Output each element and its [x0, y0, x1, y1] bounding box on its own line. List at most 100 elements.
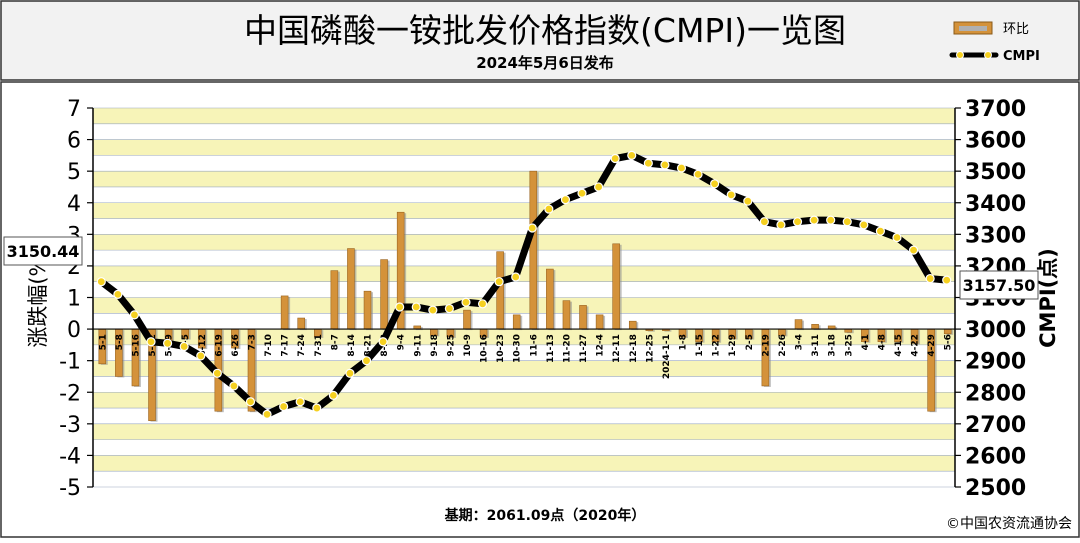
cmpi-point	[527, 223, 537, 233]
cmpi-point	[212, 368, 222, 378]
cmpi-point	[262, 409, 272, 419]
cmpi-point	[295, 397, 305, 407]
x-tick-label: 7-10	[264, 334, 274, 357]
x-tick-label: 11-6	[529, 334, 539, 357]
cmpi-point	[842, 217, 852, 227]
cmpi-point	[129, 310, 140, 320]
plot-bands	[93, 107, 955, 488]
cmpi-point	[395, 302, 405, 312]
plot-band	[93, 360, 955, 377]
x-tick-label: 6-26	[231, 334, 241, 357]
plot-band	[93, 455, 955, 472]
x-tick-label: 11-20	[562, 334, 572, 363]
legend: 环比 CMPI	[949, 21, 1040, 64]
plot-band	[93, 344, 955, 361]
cmpi-point	[162, 338, 173, 348]
x-tick-label: 9-25	[446, 334, 456, 357]
left-tick-label: -4	[59, 444, 81, 469]
right-tick-label: 3500	[965, 160, 1026, 185]
bar	[496, 251, 504, 330]
x-tick-label: 7-31	[314, 334, 324, 357]
cmpi-point	[942, 275, 952, 285]
cmpi-point	[925, 273, 935, 284]
start-value-text: 3150.44	[7, 242, 80, 261]
end-value-callout: 3157.50	[959, 270, 1039, 300]
cmpi-line	[97, 151, 951, 418]
x-tick-label: 4-22	[911, 334, 921, 357]
x-tick-label: 9-4	[397, 334, 407, 350]
x-tick-label: 12-18	[629, 334, 639, 363]
left-tick-label: -5	[59, 476, 81, 501]
x-tick-label: 3-11	[811, 334, 821, 357]
left-tick-label: 1	[67, 287, 81, 312]
bar	[297, 317, 305, 330]
cmpi-point	[776, 220, 786, 230]
x-tick-labels: 5-15-85-165-225-296-56-126-196-267-37-10…	[98, 334, 953, 379]
plot-band	[93, 186, 955, 203]
bar	[280, 295, 289, 330]
x-tick-label: 7-24	[297, 334, 307, 357]
x-tick-label: 11-13	[546, 334, 556, 363]
cmpi-point	[710, 179, 720, 189]
cmpi-point	[892, 232, 902, 243]
cmpi-point	[593, 182, 604, 192]
cmpi-point	[494, 277, 504, 287]
left-tick-label: 4	[67, 192, 81, 217]
cmpi-point	[477, 299, 488, 309]
bar	[943, 328, 952, 335]
right-tick-label: 2500	[965, 476, 1026, 501]
cmpi-point	[312, 403, 322, 413]
cmpi-point	[378, 337, 388, 347]
x-tick-label: 2-5	[745, 334, 755, 350]
copyright-text: ©中国农资流通协会	[946, 516, 1072, 532]
cmpi-point	[577, 188, 587, 198]
right-tick-label: 2600	[965, 444, 1026, 469]
cmpi-point	[461, 297, 471, 307]
right-tick-label: 3600	[965, 129, 1026, 154]
cmpi-point	[544, 204, 554, 214]
x-tick-label: 6-5	[181, 334, 191, 350]
x-tick-label: 8-7	[330, 334, 340, 350]
cmpi-point	[643, 158, 653, 168]
plot-band	[93, 123, 955, 140]
base-period-note: 基期：2061.09点（2020年）	[445, 507, 646, 524]
cmpi-point	[759, 217, 769, 227]
right-tick-label: 3400	[965, 192, 1026, 217]
right-tick-label: 2800	[965, 381, 1026, 406]
x-tick-label: 6-12	[198, 334, 208, 357]
x-tick-label: 10-9	[463, 334, 473, 357]
x-tick-label: 11-27	[579, 334, 589, 363]
cmpi-point	[743, 196, 753, 206]
cmpi-point	[361, 356, 372, 366]
x-tick-label: 8-14	[347, 334, 357, 357]
bar	[363, 290, 372, 330]
bar	[811, 324, 819, 330]
right-tick-label: 2700	[965, 413, 1026, 438]
bar	[529, 170, 538, 330]
plot-band	[93, 329, 955, 345]
legend-bar-label: 环比	[1003, 22, 1029, 37]
x-tick-label: 10-16	[480, 334, 490, 363]
bar	[380, 259, 388, 330]
plot-band	[93, 139, 955, 156]
cmpi-point	[229, 381, 239, 391]
plot-band	[93, 265, 955, 282]
plot-band	[93, 408, 955, 424]
cmpi-point	[693, 169, 703, 179]
plot-band	[93, 202, 955, 219]
cmpi-point	[411, 302, 421, 312]
cmpi-point	[279, 401, 289, 412]
plot-band	[93, 155, 955, 172]
legend-line-label: CMPI	[1003, 49, 1040, 64]
x-tick-label: 5-1	[98, 334, 108, 350]
cmpi-point	[726, 190, 736, 200]
cmpi-point	[511, 272, 521, 282]
bar	[595, 314, 604, 330]
right-tick-label: 3700	[965, 97, 1026, 122]
cmpi-point	[113, 289, 123, 299]
x-tick-label: 5-16	[131, 334, 141, 357]
bar	[347, 248, 355, 330]
x-tick-label: 8-21	[364, 334, 374, 357]
